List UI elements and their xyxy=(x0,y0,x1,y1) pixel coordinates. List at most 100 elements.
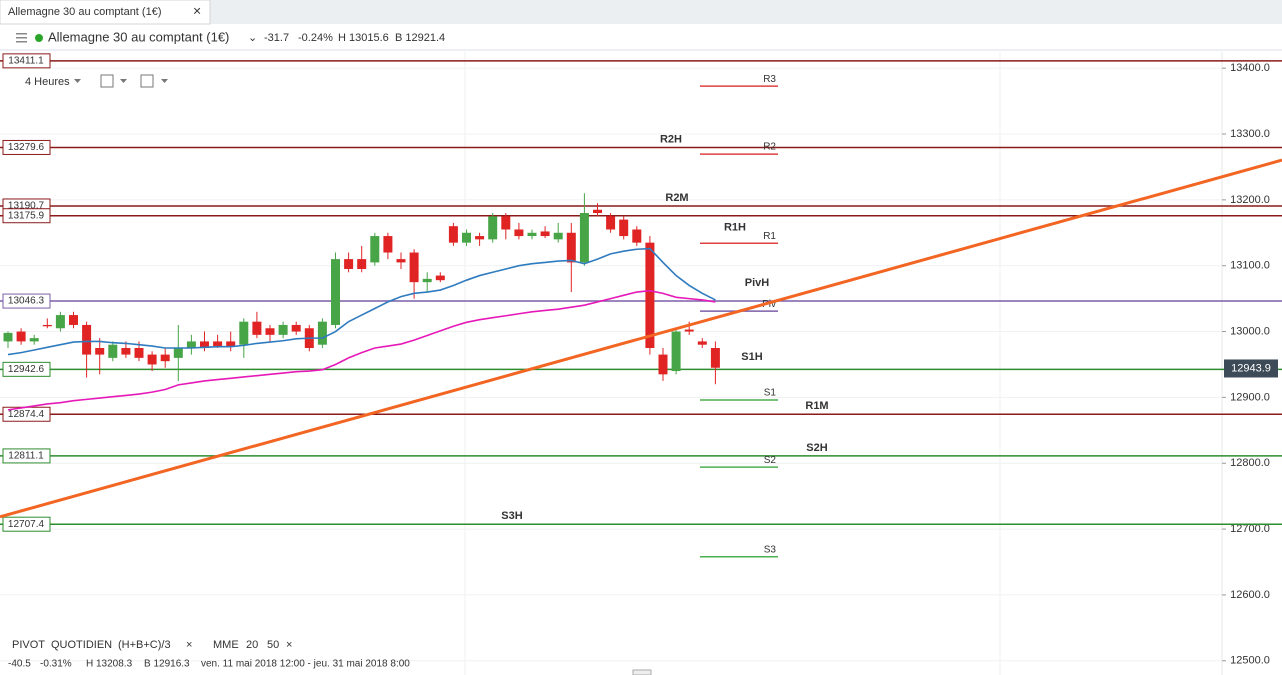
candle-body xyxy=(134,348,144,358)
candle-body xyxy=(488,216,498,240)
candle-body xyxy=(566,232,576,263)
candle-body xyxy=(593,209,602,214)
candle-body xyxy=(579,213,589,263)
moving-average xyxy=(7,289,716,411)
footer-low: B 12916.3 xyxy=(144,659,190,670)
level-label: 13190.7 xyxy=(8,201,45,212)
footer-remove[interactable]: × xyxy=(286,639,292,651)
candle-body xyxy=(435,275,445,281)
indicator-arrow[interactable] xyxy=(161,79,168,83)
candle-body xyxy=(278,324,288,335)
low: B 12921.4 xyxy=(395,32,445,44)
candle-body xyxy=(291,324,301,332)
candle-body xyxy=(226,341,236,347)
candle-body xyxy=(475,236,485,240)
candle-body xyxy=(331,259,340,325)
candle-body xyxy=(645,242,655,349)
timeframe[interactable]: 4 Heures xyxy=(25,76,70,88)
candle-body xyxy=(671,331,681,372)
pivot-label: S3 xyxy=(764,544,777,555)
level-label: 12707.4 xyxy=(8,519,45,530)
candle-body xyxy=(697,341,707,345)
level-label: 13411.1 xyxy=(8,56,44,67)
level-box xyxy=(2,53,51,69)
candle-body xyxy=(239,321,249,345)
change-pct: -0.24% xyxy=(298,32,333,44)
level-tag: S3H xyxy=(501,510,522,522)
tab-bar xyxy=(0,0,1282,24)
level-label: 13046.3 xyxy=(8,296,45,307)
level-box xyxy=(2,448,51,464)
pivot-label: R3 xyxy=(763,74,776,85)
y-tick-label: 12600.0 xyxy=(1230,589,1270,601)
pivot-label: R1 xyxy=(763,231,776,242)
candle-body xyxy=(396,259,406,263)
y-tick-label: 12700.0 xyxy=(1230,523,1270,535)
chart-type-icon[interactable] xyxy=(100,74,114,88)
y-tick-label: 12800.0 xyxy=(1230,457,1270,469)
candle-body xyxy=(619,219,629,237)
candle-body xyxy=(357,259,367,269)
instrument: Allemagne 30 au comptant (1€) xyxy=(48,29,229,44)
candle-body xyxy=(344,259,354,269)
level-box xyxy=(2,208,51,224)
footer-ma-label: MME xyxy=(213,639,239,651)
candle-body xyxy=(553,232,563,240)
candle-body xyxy=(383,236,393,253)
legend-ma-20: 20 xyxy=(246,639,258,651)
y-tick-label: 13400.0 xyxy=(1230,62,1270,74)
timeframe-arrow[interactable] xyxy=(74,79,81,83)
footer-remove[interactable]: × xyxy=(186,639,192,651)
pivot-label: S2 xyxy=(764,455,777,466)
level-tag: R2H xyxy=(660,133,682,145)
candle-body xyxy=(55,315,65,329)
y-tick-label: 13000.0 xyxy=(1230,325,1270,337)
level-tag: S1H xyxy=(741,351,762,363)
candle-body xyxy=(82,324,92,355)
candle-body xyxy=(186,341,196,349)
instrument-dropdown[interactable]: ⌄ xyxy=(248,32,257,44)
candle-body xyxy=(147,354,157,365)
candle-body xyxy=(606,216,616,230)
candle-body xyxy=(527,232,537,237)
y-tick-label: 13200.0 xyxy=(1230,194,1270,206)
footer-change: -40.5 xyxy=(8,659,31,670)
resize-handle[interactable] xyxy=(632,669,652,675)
tab-close[interactable]: × xyxy=(193,3,201,19)
legend-ma-50: 50 xyxy=(267,639,279,651)
moving-average xyxy=(7,247,716,356)
candle-body xyxy=(16,331,26,342)
y-tick-label: 12900.0 xyxy=(1230,391,1270,403)
level-tag: R1M xyxy=(805,400,828,412)
level-label: 12942.6 xyxy=(8,364,45,375)
candle-body xyxy=(370,236,380,263)
chart-type-arrow[interactable] xyxy=(120,79,127,83)
y-tick-label: 12500.0 xyxy=(1230,655,1270,667)
status-dot xyxy=(35,34,43,42)
candle-body xyxy=(448,226,458,243)
candle-body xyxy=(29,338,39,342)
candle-body xyxy=(317,321,327,345)
level-label: 12811.1 xyxy=(8,451,44,462)
level-label: 13175.9 xyxy=(8,210,45,221)
y-tick-label: 13300.0 xyxy=(1230,128,1270,140)
indicator-icon[interactable] xyxy=(140,74,154,88)
candle-body xyxy=(95,348,105,355)
candle-body xyxy=(710,348,720,368)
candle-body xyxy=(69,315,78,325)
level-tag: PivH xyxy=(745,277,770,289)
candle-body xyxy=(632,229,642,243)
candle-body xyxy=(252,321,262,335)
candle-body xyxy=(200,341,209,349)
level-box xyxy=(2,516,51,532)
candle-body xyxy=(462,232,471,243)
candle-body xyxy=(540,231,550,237)
tab-title: Allemagne 30 au comptant (1€) xyxy=(8,6,161,18)
menu-icon[interactable] xyxy=(16,33,27,43)
candle-body xyxy=(501,216,511,230)
level-box xyxy=(2,293,51,309)
footer-high: H 13208.3 xyxy=(86,659,133,670)
tab[interactable] xyxy=(0,0,211,25)
